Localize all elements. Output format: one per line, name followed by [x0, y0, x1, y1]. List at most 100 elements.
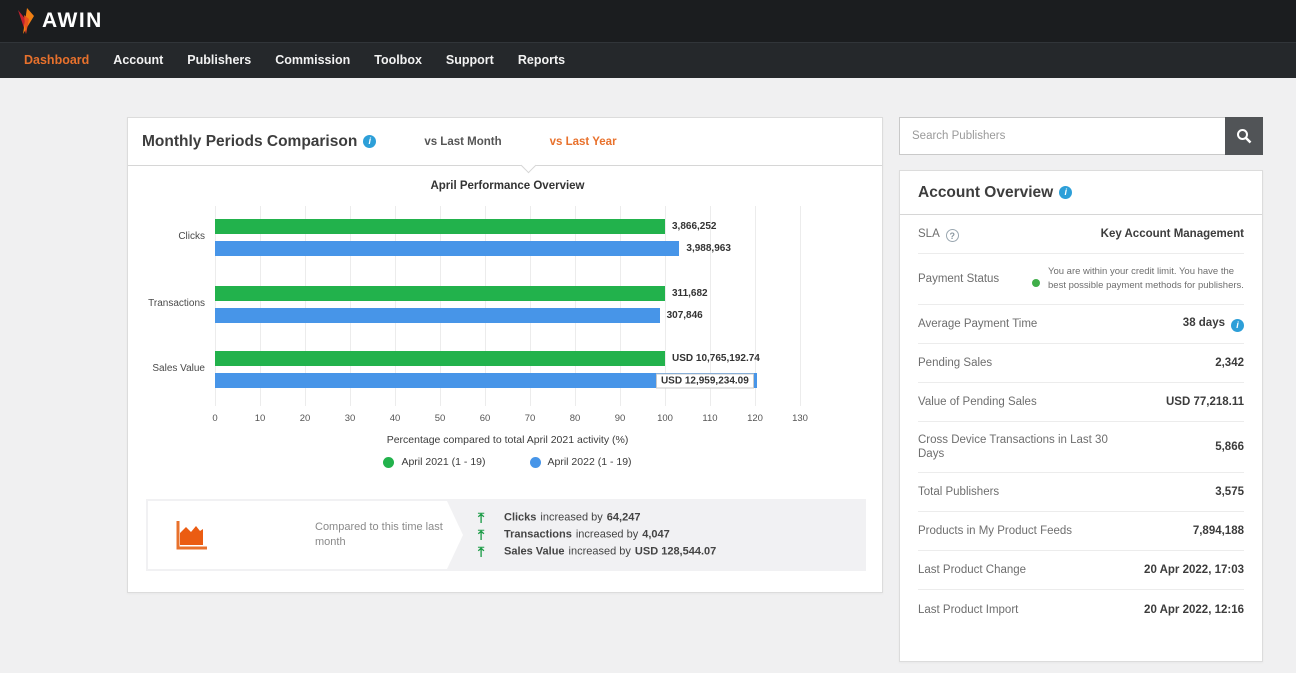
nav-item-account[interactable]: Account	[113, 53, 164, 67]
increase-metric: Sales Value	[504, 545, 565, 558]
help-icon[interactable]: ?	[945, 228, 959, 242]
status-dot-green	[1032, 279, 1040, 287]
nav-item-dashboard[interactable]: Dashboard	[24, 53, 90, 67]
row-value: 7,894,188	[1192, 525, 1244, 537]
row-value: 3,575	[1215, 486, 1244, 498]
x-tick: 40	[389, 413, 401, 424]
row-average-payment-time: Average Payment Time 38 days i	[918, 305, 1244, 344]
panel-info-icon[interactable]: i	[363, 135, 377, 148]
x-tick: 130	[792, 413, 808, 424]
x-tick: 120	[747, 413, 763, 424]
nav-item-reports[interactable]: Reports	[517, 53, 566, 67]
bar-clicks-2022[interactable]	[215, 241, 680, 256]
bar-value-label: 3,866,252	[672, 221, 717, 232]
row-label: Payment Status	[918, 273, 1000, 285]
monthly-periods-comparison-card: Monthly Periods Comparison i vs Last Mon…	[127, 117, 883, 593]
row-last-product-change: Last Product Change 20 Apr 2022, 17:03	[918, 551, 1244, 590]
comparison-arrow-panel: Compared to this time last month	[148, 501, 463, 569]
x-tick: 50	[434, 413, 446, 424]
row-label: Pending Sales	[918, 357, 993, 369]
increase-metric: Clicks	[504, 511, 537, 524]
row-label: Cross Device Transactions in Last 30 Day…	[918, 434, 1108, 460]
row-value: 38 days	[1182, 316, 1225, 329]
nav-item-support[interactable]: Support	[445, 53, 494, 67]
awin-logo[interactable]: AWIN	[14, 7, 103, 35]
legend-dot-green	[383, 456, 395, 468]
x-tick: 60	[479, 413, 491, 424]
row-pending-sales: Pending Sales 2,342	[918, 344, 1244, 383]
publisher-search	[899, 117, 1263, 155]
row-total-publishers: Total Publishers 3,575	[918, 473, 1244, 512]
row-last-product-import: Last Product Import 20 Apr 2022, 12:16	[918, 590, 1244, 629]
row-value: USD 77,218.11	[1165, 396, 1244, 408]
category-label: Sales Value	[152, 363, 205, 374]
row-cross-device-transactions: Cross Device Transactions in Last 30 Day…	[918, 422, 1244, 473]
bar-transactions-2021[interactable]	[215, 286, 665, 301]
bar-value-label-boxed: USD 12,959,234.09	[655, 373, 754, 388]
x-tick: 20	[299, 413, 311, 424]
category-label: Transactions	[148, 298, 205, 309]
nav-item-toolbox[interactable]: Toolbox	[374, 53, 422, 67]
payment-status-text: You are within your credit limit. You ha…	[1048, 266, 1244, 291]
bar-salesvalue-2021[interactable]	[215, 351, 665, 366]
panel-header: Monthly Periods Comparison i vs Last Mon…	[128, 118, 882, 174]
row-label: Value of Pending Sales	[918, 396, 1037, 408]
increase-row-salesvalue: ⤒ Sales Value increased by USD 128,544.0…	[478, 544, 716, 561]
x-axis-ticks: 0 10 20 30 40 50 60 70 80 90 100 110 120 130	[212, 413, 808, 427]
info-icon[interactable]: i	[1231, 318, 1244, 332]
nav-item-publishers[interactable]: Publishers	[187, 53, 252, 67]
row-value: 20 Apr 2022, 12:16	[1144, 603, 1244, 616]
x-tick: 110	[702, 413, 718, 424]
increase-value: USD 128,544.07	[634, 545, 717, 558]
row-label: Average Payment Time	[918, 318, 1038, 330]
area-chart-icon	[172, 517, 210, 553]
comparison-label: Compared to this time last month	[315, 521, 443, 548]
x-tick: 100	[657, 413, 673, 424]
nav-item-commission[interactable]: Commission	[275, 53, 351, 67]
comparison-strip: Compared to this time last month ⤒ Click…	[146, 499, 866, 571]
increase-value: 64,247	[606, 511, 641, 524]
x-tick: 0	[212, 413, 218, 424]
search-icon	[1237, 129, 1252, 144]
legend-label: April 2022 (1 - 19)	[547, 456, 632, 468]
search-input[interactable]	[899, 117, 1225, 155]
x-tick: 70	[524, 413, 536, 424]
x-tick: 30	[344, 413, 356, 424]
up-arrow-icon: ⤒	[478, 543, 485, 560]
increase-list: ⤒ Clicks increased by 64,247 ⤒ Transacti…	[478, 510, 716, 561]
account-overview-title: Account Overview	[918, 183, 1054, 201]
tab-vs-last-month[interactable]: vs Last Month	[424, 135, 502, 148]
bar-salesvalue-2022[interactable]: USD 12,959,234.09	[215, 373, 757, 388]
row-label: Last Product Change	[918, 564, 1027, 576]
x-tick: 80	[569, 413, 581, 424]
bar-value-label: 3,988,963	[686, 243, 731, 254]
chart-legend: April 2021 (1 - 19) April 2022 (1 - 19)	[215, 456, 800, 468]
panel-title: Monthly Periods Comparison	[142, 132, 358, 150]
legend-item-2022: April 2022 (1 - 19)	[529, 456, 632, 468]
row-value: 20 Apr 2022, 17:03	[1144, 564, 1244, 576]
row-payment-status: Payment Status You are within your credi…	[918, 254, 1244, 305]
tab-vs-last-year[interactable]: vs Last Year	[549, 135, 617, 148]
bar-clicks-2021[interactable]	[215, 219, 665, 234]
x-axis-label: Percentage compared to total April 2021 …	[386, 434, 629, 446]
up-arrow-icon: ⤒	[478, 526, 485, 543]
row-value-of-pending-sales: Value of Pending Sales USD 77,218.11	[918, 383, 1244, 422]
row-sla: SLA? Key Account Management	[918, 215, 1244, 254]
row-label: Total Publishers	[918, 486, 1000, 498]
x-tick: 10	[254, 413, 266, 424]
bar-value-label: USD 10,765,192.74	[672, 353, 760, 364]
search-button[interactable]	[1225, 117, 1263, 155]
category-label: Clicks	[178, 231, 205, 242]
increase-text: increased by	[540, 511, 603, 524]
increase-text: increased by	[568, 545, 631, 558]
row-value: 5,866	[1215, 441, 1244, 453]
account-overview-header: Account Overview i	[900, 171, 1262, 215]
bar-transactions-2022[interactable]	[215, 308, 660, 323]
increase-text: increased by	[575, 528, 639, 541]
legend-dot-blue	[529, 456, 541, 468]
increase-metric: Transactions	[504, 528, 572, 541]
account-overview-info-icon[interactable]: i	[1059, 186, 1073, 199]
account-overview-card: Account Overview i SLA? Key Account Mana…	[899, 170, 1263, 662]
chart-title: April Performance Overview	[430, 180, 585, 192]
legend-label: April 2021 (1 - 19)	[401, 456, 486, 468]
